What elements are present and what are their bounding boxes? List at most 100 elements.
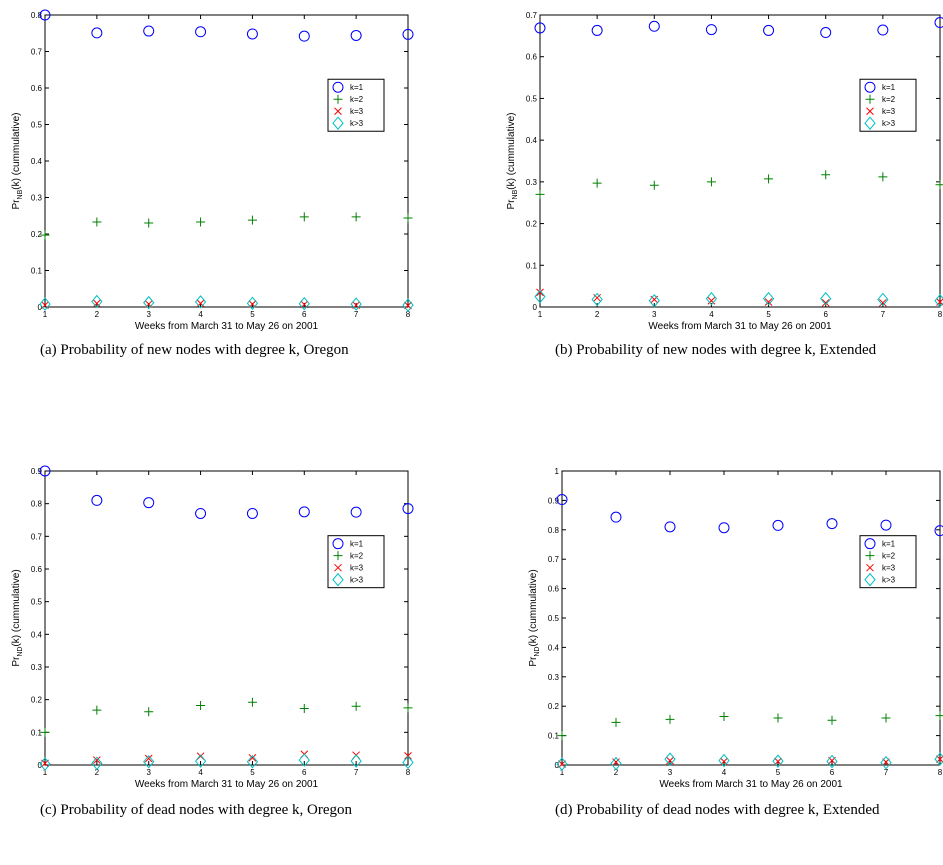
y-label-part: (k) (cummulative) xyxy=(506,113,517,190)
point xyxy=(879,298,887,307)
point xyxy=(878,172,888,182)
legend-marker xyxy=(333,551,343,561)
point xyxy=(91,494,103,506)
point xyxy=(664,521,676,533)
point xyxy=(39,9,51,21)
point xyxy=(649,180,659,190)
y-tick-label: 0.7 xyxy=(31,532,43,541)
legend-marker xyxy=(866,563,874,572)
chart: 0 0.1 0.2 0.3 0.4 0.5 0.6 0.7 0.8 0.9 1 2 3 4 5 6 7 8 Week… xyxy=(11,465,414,790)
point xyxy=(298,753,310,767)
point xyxy=(194,754,207,768)
x-tick-label: 6 xyxy=(302,768,307,777)
y-tick-label: 0.4 xyxy=(548,643,560,652)
legend: k=1 k=2 k=3 k>3 xyxy=(859,535,917,589)
legend-label: k=3 xyxy=(350,564,364,573)
y-tick-label: 0.5 xyxy=(31,598,43,607)
legend-marker xyxy=(332,81,344,93)
point xyxy=(144,707,154,717)
y-axis-label: PrND(k) (cummulative) xyxy=(11,569,24,666)
point xyxy=(880,755,892,770)
plot-frame xyxy=(539,14,941,308)
legend-marker xyxy=(334,563,342,572)
y-tick-label: 0.5 xyxy=(548,614,560,623)
x-tick-label: 4 xyxy=(198,768,203,777)
x-tick-label: 5 xyxy=(250,768,255,777)
point xyxy=(877,24,889,36)
point xyxy=(40,230,50,240)
y-tick-label: 0.5 xyxy=(526,94,538,103)
point xyxy=(93,299,101,308)
point xyxy=(880,519,892,531)
legend-marker xyxy=(334,107,342,116)
x-tick-label: 2 xyxy=(595,310,600,319)
point xyxy=(246,296,259,311)
y-tick-label: 0.1 xyxy=(526,261,538,270)
legend-box xyxy=(327,535,385,589)
legend-box xyxy=(859,78,917,132)
legend-marker xyxy=(866,107,874,116)
y-tick-label: 0.9 xyxy=(548,496,560,505)
y-tick-label: 0 xyxy=(38,761,43,770)
x-tick-label: 6 xyxy=(823,310,828,319)
y-tick-label: 0.8 xyxy=(548,526,560,535)
caption: (a) Probability of new nodes with degree… xyxy=(40,342,349,358)
point xyxy=(39,465,51,477)
point xyxy=(91,294,103,309)
point xyxy=(762,291,775,306)
point xyxy=(350,506,362,518)
point xyxy=(763,24,775,36)
legend-label: k>3 xyxy=(882,119,896,128)
legend-label: k=3 xyxy=(882,107,896,116)
point xyxy=(592,178,602,188)
point xyxy=(143,754,155,769)
y-label-part: Pr xyxy=(528,656,539,667)
y-label-part: (k) (cummulative) xyxy=(11,569,22,646)
y-tick-label: 0.2 xyxy=(526,220,538,229)
point xyxy=(535,189,545,199)
legend-marker xyxy=(333,94,343,104)
x-tick-label: 3 xyxy=(652,310,657,319)
point xyxy=(772,754,784,768)
legend-label: k=3 xyxy=(350,107,364,116)
point xyxy=(246,507,258,519)
y-tick-label: 0.7 xyxy=(526,11,538,20)
y-tick-label: 0 xyxy=(555,761,560,770)
x-tick-label: 1 xyxy=(538,310,543,319)
legend-marker xyxy=(332,572,344,587)
point xyxy=(705,24,717,36)
point xyxy=(718,753,730,768)
point xyxy=(826,518,838,530)
x-tick-label: 3 xyxy=(146,310,151,319)
point xyxy=(877,292,889,307)
y-label-part: (k) (cummulative) xyxy=(11,113,22,190)
y-label-part: Pr xyxy=(11,199,22,210)
legend-label: k=2 xyxy=(882,95,896,104)
point xyxy=(40,727,50,737)
point xyxy=(827,715,837,725)
legend-label: k=2 xyxy=(350,95,364,104)
legend-marker xyxy=(332,538,344,550)
legend-label: k>3 xyxy=(350,576,364,585)
y-tick-label: 0.4 xyxy=(31,157,43,166)
x-axis-label: Weeks from March 31 to May 26 on 2001 xyxy=(135,779,319,790)
y-label-part: Pr xyxy=(506,199,517,210)
x-tick-label: 8 xyxy=(406,768,411,777)
legend-label: k=1 xyxy=(350,540,364,549)
plot-frame xyxy=(561,470,941,766)
y-tick-label: 0.1 xyxy=(31,728,43,737)
x-tick-label: 4 xyxy=(709,310,714,319)
point xyxy=(558,760,566,768)
point xyxy=(299,212,309,222)
point xyxy=(611,717,621,727)
legend-marker xyxy=(864,116,876,131)
legend-label: k=1 xyxy=(882,540,896,549)
point xyxy=(350,297,362,311)
legend-marker xyxy=(864,81,876,93)
point xyxy=(534,22,546,34)
point xyxy=(820,27,832,39)
point xyxy=(298,506,310,518)
point xyxy=(403,703,413,713)
y-tick-label: 0.6 xyxy=(31,84,43,93)
